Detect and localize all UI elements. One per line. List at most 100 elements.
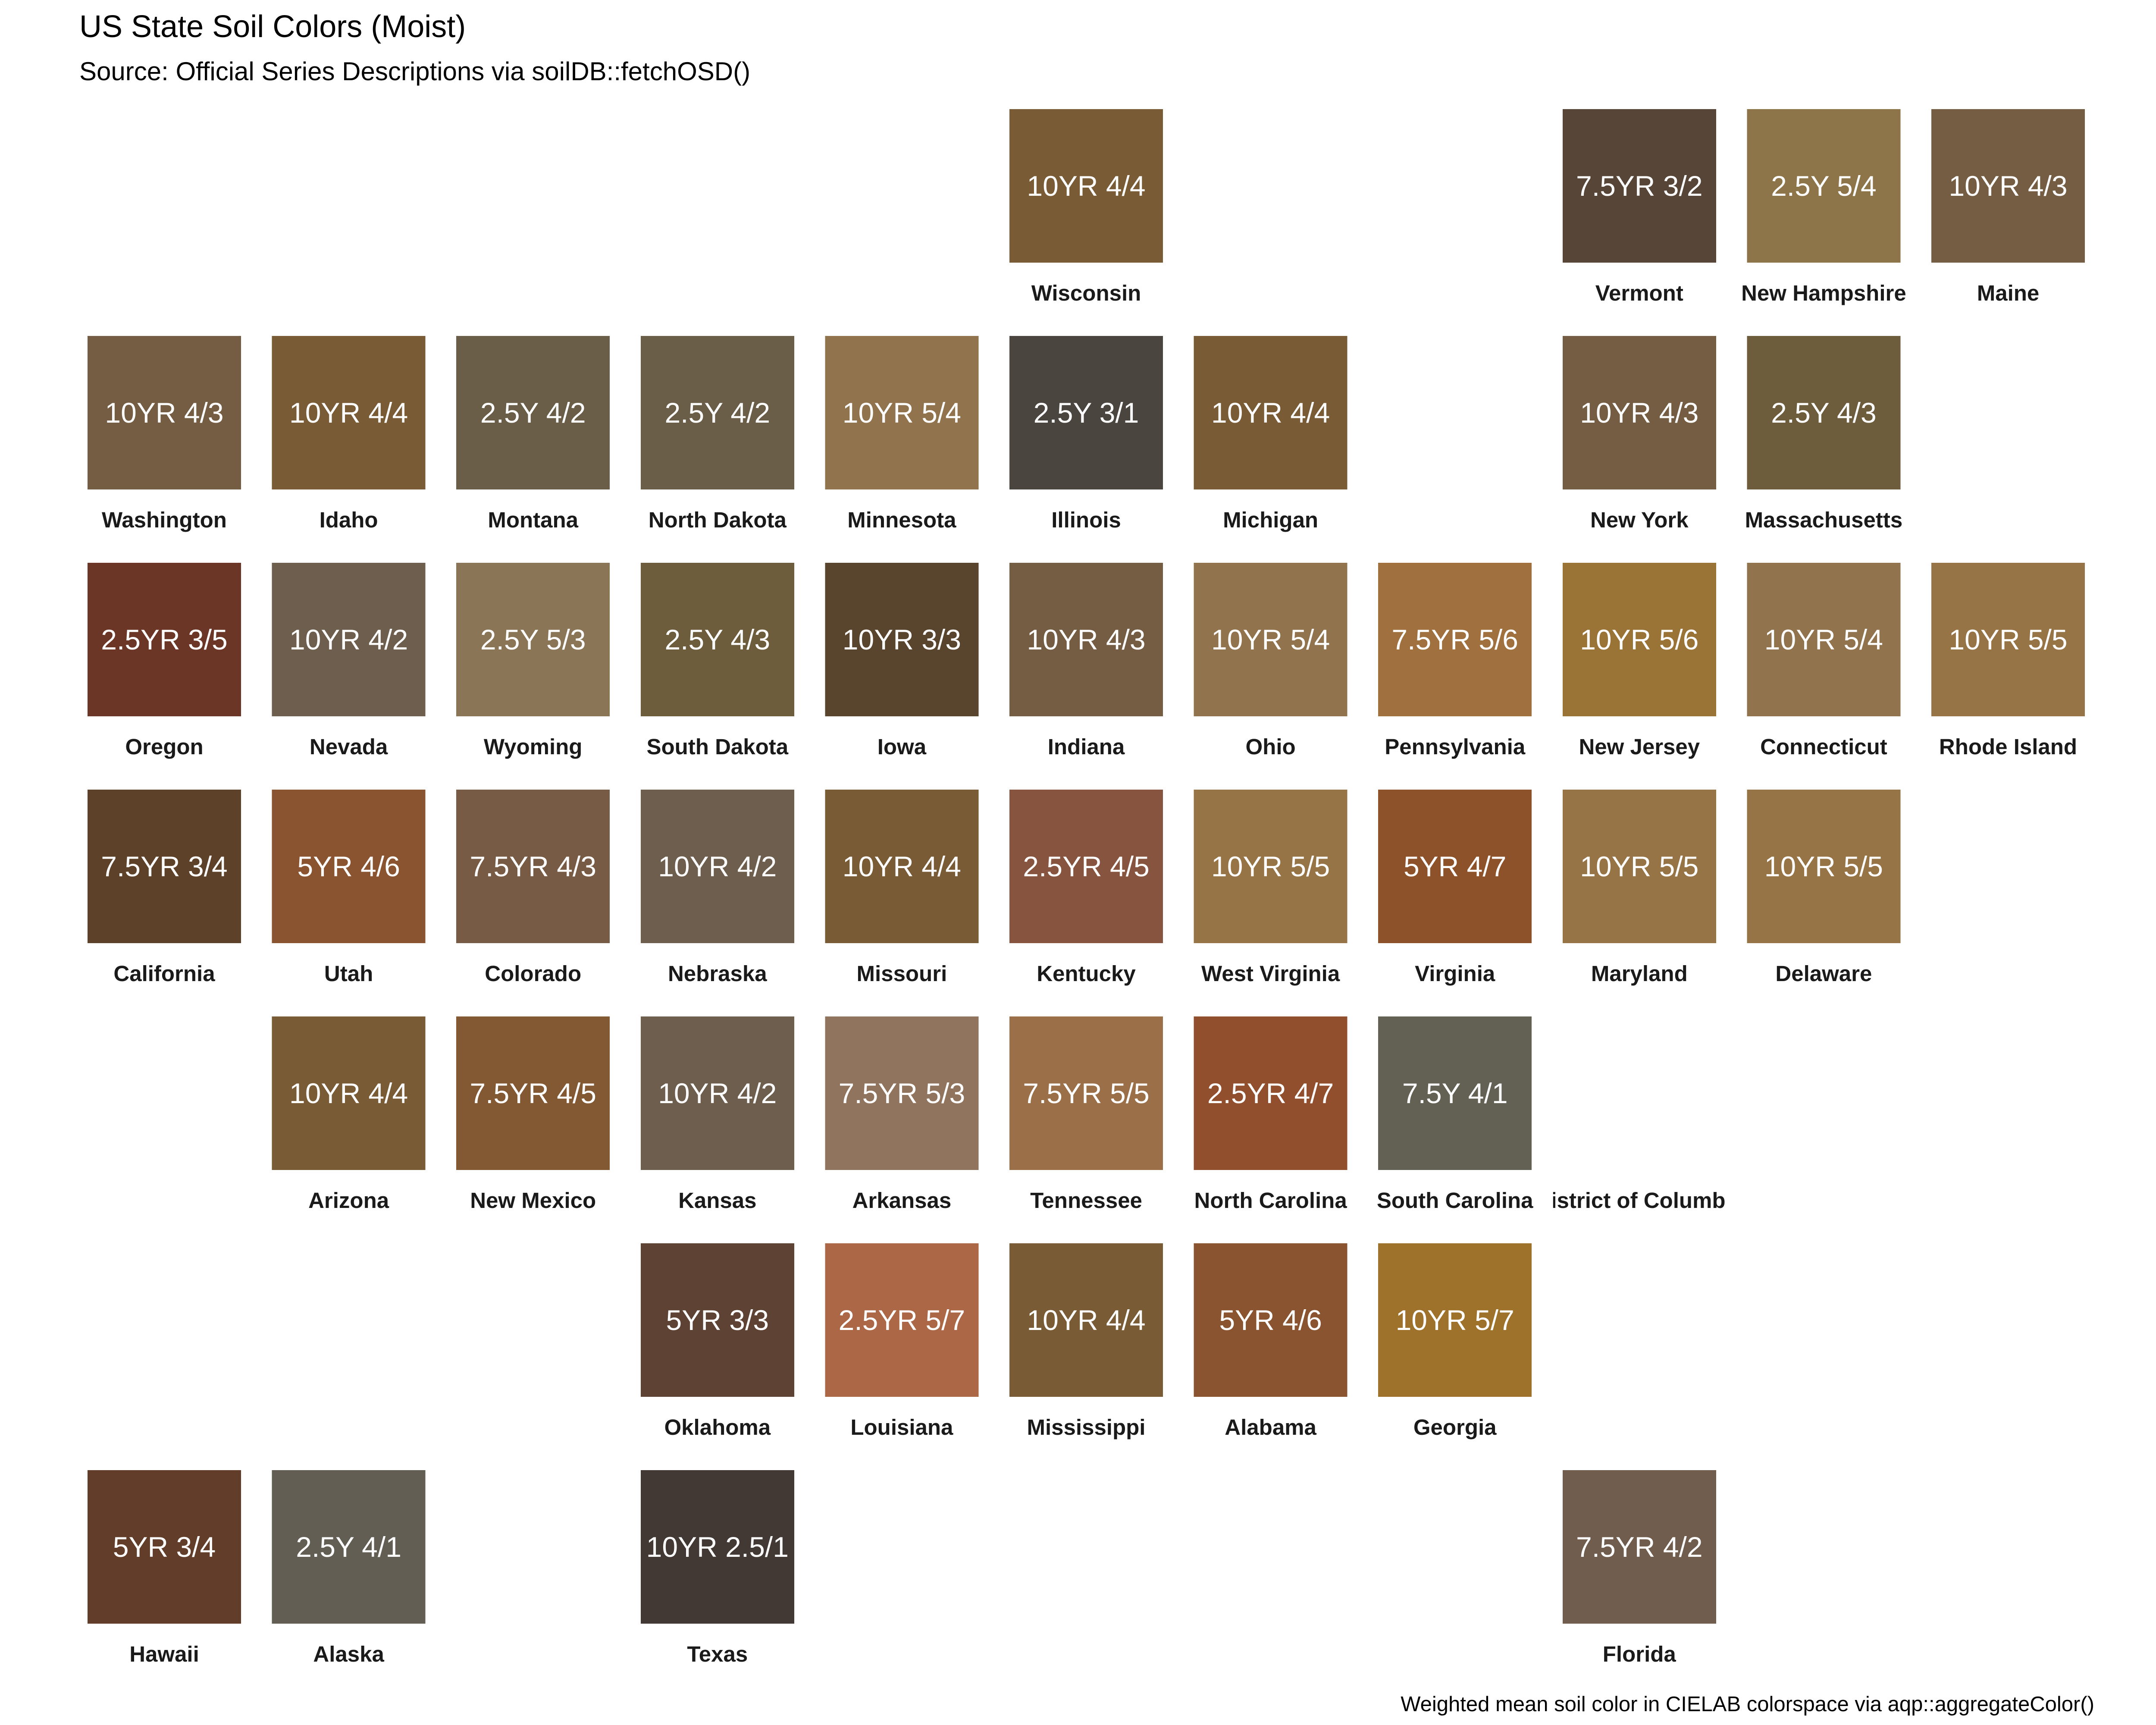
state-tile-new-hampshire: 2.5Y 5/4 New Hampshire bbox=[1741, 109, 1906, 305]
state-tile-texas: 10YR 2.5/1 Texas bbox=[640, 1470, 794, 1666]
state-tile-ohio: 10YR 5/4 Ohio bbox=[1194, 563, 1348, 759]
state-name: Alaska bbox=[313, 1642, 384, 1666]
munsell-label: 5YR 4/7 bbox=[1404, 850, 1506, 882]
state-name: Virginia bbox=[1415, 961, 1495, 986]
munsell-label: 2.5Y 4/3 bbox=[664, 624, 770, 656]
munsell-label: 7.5YR 5/3 bbox=[839, 1077, 965, 1109]
state-tile-washington: 10YR 4/3 Washington bbox=[88, 336, 241, 532]
color-swatch bbox=[1194, 790, 1348, 943]
state-name: Nevada bbox=[310, 734, 388, 759]
state-name: Iowa bbox=[877, 734, 927, 759]
state-name: Kansas bbox=[678, 1188, 756, 1213]
munsell-label: 5YR 4/6 bbox=[1219, 1304, 1322, 1336]
munsell-label: 10YR 5/4 bbox=[1764, 624, 1883, 656]
munsell-label: 10YR 4/2 bbox=[289, 624, 408, 656]
color-swatch bbox=[456, 790, 610, 943]
state-tile-district-of-columbia: District of Columbia bbox=[1553, 1188, 1726, 1213]
state-tile-idaho: 10YR 4/4 Idaho bbox=[272, 336, 426, 532]
state-name: Ohio bbox=[1246, 734, 1296, 759]
state-name: West Virginia bbox=[1201, 961, 1340, 986]
state-name: Hawaii bbox=[129, 1642, 199, 1666]
munsell-label: 2.5Y 4/2 bbox=[480, 397, 586, 429]
state-tile-arizona: 10YR 4/4 Arizona bbox=[272, 1016, 426, 1213]
state-tile-connecticut: 10YR 5/4 Connecticut bbox=[1747, 563, 1901, 759]
state-tile-nevada: 10YR 4/2 Nevada bbox=[272, 563, 426, 759]
state-tile-kansas: 10YR 4/2 Kansas bbox=[640, 1016, 794, 1213]
state-name: North Carolina bbox=[1194, 1188, 1348, 1213]
state-name: Washington bbox=[102, 508, 227, 532]
munsell-label: 10YR 5/6 bbox=[1580, 624, 1698, 656]
munsell-label: 10YR 5/5 bbox=[1211, 850, 1330, 882]
color-swatch bbox=[1009, 790, 1163, 943]
color-swatch bbox=[640, 1016, 794, 1170]
state-tile-new-jersey: 10YR 5/6 New Jersey bbox=[1562, 563, 1716, 759]
state-tile-mississippi: 10YR 4/4 Mississippi bbox=[1009, 1243, 1163, 1440]
munsell-label: 5YR 3/3 bbox=[666, 1304, 769, 1336]
munsell-label: 7.5YR 4/5 bbox=[470, 1077, 596, 1109]
munsell-label: 10YR 4/4 bbox=[1211, 397, 1330, 429]
state-tile-louisiana: 2.5YR 5/7 Louisiana bbox=[825, 1243, 979, 1440]
munsell-label: 10YR 5/5 bbox=[1949, 624, 2067, 656]
state-name: Illinois bbox=[1051, 508, 1121, 532]
state-name: Wyoming bbox=[484, 734, 583, 759]
state-name: Connecticut bbox=[1760, 734, 1887, 759]
state-name: Montana bbox=[488, 508, 578, 532]
state-name: Louisiana bbox=[850, 1415, 953, 1440]
state-tile-south-carolina: 7.5Y 4/1 South Carolina bbox=[1377, 1016, 1533, 1213]
state-name: California bbox=[113, 961, 215, 986]
munsell-label: 10YR 4/4 bbox=[843, 850, 961, 882]
munsell-label: 2.5Y 4/1 bbox=[296, 1531, 401, 1563]
state-name: Wisconsin bbox=[1031, 281, 1141, 305]
munsell-label: 7.5YR 4/2 bbox=[1576, 1531, 1703, 1563]
state-tile-wyoming: 2.5Y 5/3 Wyoming bbox=[456, 563, 610, 759]
color-swatch bbox=[640, 563, 794, 716]
state-tile-north-carolina: 2.5YR 4/7 North Carolina bbox=[1194, 1016, 1348, 1213]
state-name: North Dakota bbox=[649, 508, 787, 532]
color-swatch bbox=[1194, 563, 1348, 716]
color-swatch bbox=[88, 336, 241, 489]
munsell-label: 2.5YR 5/7 bbox=[839, 1304, 965, 1336]
munsell-label: 10YR 4/3 bbox=[105, 397, 223, 429]
color-swatch bbox=[1562, 790, 1716, 943]
state-name: New Mexico bbox=[470, 1188, 596, 1213]
state-tile-rhode-island: 10YR 5/5 Rhode Island bbox=[1931, 563, 2085, 759]
color-swatch bbox=[1747, 790, 1901, 943]
color-swatch bbox=[88, 1470, 241, 1624]
color-swatch bbox=[1194, 1243, 1348, 1397]
state-name: South Dakota bbox=[646, 734, 788, 759]
munsell-label: 10YR 4/3 bbox=[1949, 170, 2067, 202]
state-name: New York bbox=[1590, 508, 1689, 532]
chart-caption: Weighted mean soil color in CIELAB color… bbox=[1401, 1693, 2094, 1716]
color-swatch bbox=[1747, 109, 1901, 263]
state-tile-alaska: 2.5Y 4/1 Alaska bbox=[272, 1470, 426, 1666]
munsell-label: 10YR 4/4 bbox=[289, 397, 408, 429]
state-tile-massachusetts: 2.5Y 4/3 Massachusetts bbox=[1745, 336, 1902, 532]
state-name: Oklahoma bbox=[664, 1415, 771, 1440]
color-swatch bbox=[1931, 563, 2085, 716]
state-tile-delaware: 10YR 5/5 Delaware bbox=[1747, 790, 1901, 986]
color-swatch bbox=[1194, 336, 1348, 489]
state-tile-vermont: 7.5YR 3/2 Vermont bbox=[1562, 109, 1716, 305]
state-name: Delaware bbox=[1775, 961, 1872, 986]
color-swatch bbox=[272, 1470, 426, 1624]
state-tile-utah: 5YR 4/6 Utah bbox=[272, 790, 426, 986]
color-swatch bbox=[640, 790, 794, 943]
state-name: New Jersey bbox=[1579, 734, 1700, 759]
color-swatch bbox=[1562, 109, 1716, 263]
color-swatch bbox=[1194, 1016, 1348, 1170]
munsell-label: 10YR 5/4 bbox=[1211, 624, 1330, 656]
munsell-label: 2.5YR 3/5 bbox=[101, 624, 228, 656]
color-swatch bbox=[1009, 563, 1163, 716]
munsell-label: 7.5YR 3/2 bbox=[1576, 170, 1703, 202]
color-swatch bbox=[1009, 109, 1163, 263]
color-swatch bbox=[825, 1243, 979, 1397]
state-name: Colorado bbox=[485, 961, 581, 986]
state-name: Kentucky bbox=[1037, 961, 1136, 986]
color-swatch bbox=[272, 563, 426, 716]
munsell-label: 10YR 5/5 bbox=[1580, 850, 1698, 882]
munsell-label: 7.5YR 3/4 bbox=[101, 850, 228, 882]
munsell-label: 2.5Y 3/1 bbox=[1034, 397, 1139, 429]
state-name: Missouri bbox=[857, 961, 947, 986]
color-swatch bbox=[456, 1016, 610, 1170]
